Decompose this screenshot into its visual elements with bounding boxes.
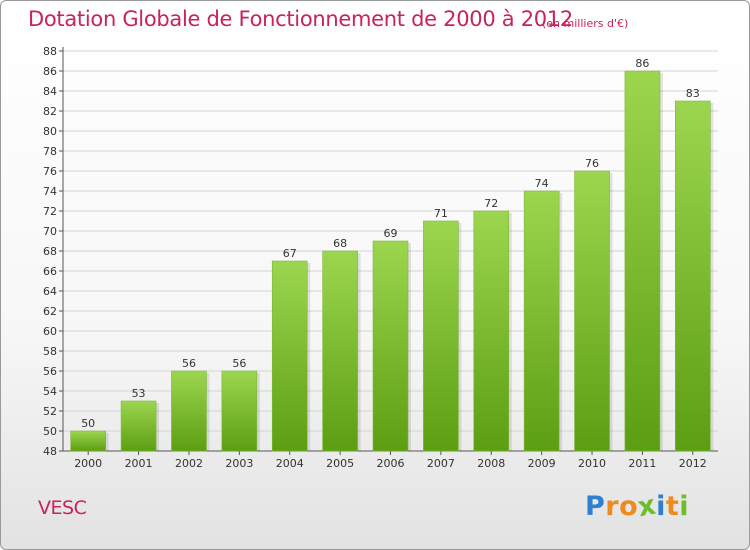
- x-tick-label: 2011: [628, 457, 656, 470]
- data-label: 71: [434, 207, 448, 220]
- x-tick-label: 2000: [74, 457, 102, 470]
- bar-2002: [171, 370, 207, 452]
- y-tick-label: 58: [43, 345, 57, 358]
- bar-2009: [523, 190, 560, 452]
- chart-title: Dotation Globale de Fonctionnement de 20…: [28, 7, 573, 31]
- x-tick-label: 2009: [528, 457, 556, 470]
- data-label: 67: [283, 247, 297, 260]
- y-tick-label: 84: [43, 85, 57, 98]
- y-tick-label: 74: [43, 185, 57, 198]
- y-tick-label: 70: [43, 225, 57, 238]
- y-tick-label: 54: [43, 385, 57, 398]
- logo-letter: i: [656, 491, 666, 522]
- logo-letter: i: [679, 491, 690, 522]
- data-label: 72: [484, 197, 498, 210]
- x-tick-label: 2005: [326, 457, 354, 470]
- y-tick-label: 52: [43, 405, 57, 418]
- bar-2000: [70, 430, 106, 452]
- y-tick-label: 88: [43, 45, 57, 58]
- data-label: 56: [182, 357, 196, 370]
- y-tick-label: 62: [43, 305, 57, 318]
- data-labels: 50 53 56 56 67 68 69 71 72 74 76 86 83: [81, 57, 700, 430]
- logo-letter: P: [585, 491, 606, 522]
- bar-2005: [322, 250, 358, 452]
- data-label: 76: [585, 157, 599, 170]
- data-label: 50: [81, 417, 95, 430]
- bars: [70, 70, 714, 452]
- bar-2012: [675, 100, 711, 452]
- data-label: 68: [333, 237, 347, 250]
- bar-2001: [120, 400, 157, 452]
- x-tick-label: 2002: [175, 457, 203, 470]
- y-tick-label: 82: [43, 105, 57, 118]
- logo-letter: o: [619, 491, 639, 522]
- bar-2008: [473, 210, 510, 452]
- y-tick-label: 50: [43, 425, 57, 438]
- x-tick-label: 2001: [125, 457, 153, 470]
- x-tick-label: 2008: [477, 457, 505, 470]
- x-tick-label: 2007: [427, 457, 455, 470]
- data-label: 74: [535, 177, 549, 190]
- y-tick-label: 80: [43, 125, 57, 138]
- x-tick-label: 2006: [377, 457, 405, 470]
- data-label: 69: [384, 227, 398, 240]
- data-label: 83: [686, 87, 700, 100]
- commune-name: VESC: [38, 497, 87, 519]
- bar-2011: [624, 70, 661, 452]
- y-tick-label: 68: [43, 245, 57, 258]
- chart-subtitle: (en milliers d'€): [542, 17, 629, 30]
- x-tick-label: 2004: [276, 457, 304, 470]
- bar-2003: [221, 370, 258, 452]
- data-label: 53: [132, 387, 146, 400]
- y-tick-label: 56: [43, 365, 57, 378]
- x-tick-label: 2012: [679, 457, 707, 470]
- x-tick-label: 2003: [225, 457, 253, 470]
- logo-letter: t: [665, 491, 680, 522]
- proxiti-logo: Proxiti: [585, 490, 690, 524]
- data-label: 56: [232, 357, 246, 370]
- y-tick-label: 64: [43, 285, 57, 298]
- data-label: 86: [635, 57, 649, 70]
- logo-letter: r: [605, 491, 620, 522]
- bar-2010: [574, 170, 610, 452]
- bar-2007: [423, 220, 459, 452]
- y-tick-label: 86: [43, 65, 57, 78]
- x-tick-label: 2010: [578, 457, 606, 470]
- y-tick-label: 78: [43, 145, 57, 158]
- bar-2006: [372, 240, 409, 452]
- y-tick-label: 76: [43, 165, 57, 178]
- y-tick-label: 60: [43, 325, 57, 338]
- y-tick-label: 72: [43, 205, 57, 218]
- y-tick-label: 48: [43, 445, 57, 458]
- y-tick-label: 66: [43, 265, 57, 278]
- bar-2004: [271, 260, 308, 452]
